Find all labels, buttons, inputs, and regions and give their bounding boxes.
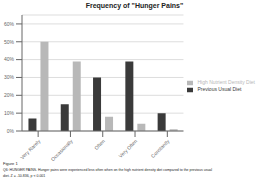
html-text:High Nutrient Density Diet: High Nutrient Density Diet — [197, 79, 255, 86]
svg-text:60%: 60% — [8, 21, 15, 27]
svg-text:30%: 30% — [8, 74, 15, 80]
svg-text:Constantly: Constantly — [150, 138, 171, 159]
svg-text:40%: 40% — [8, 56, 15, 62]
svg-text:Very Rarely: Very Rarely — [19, 138, 42, 161]
html-text:Previous Usual Diet: Previous Usual Diet — [197, 86, 242, 92]
svg-text:Often: Often — [93, 138, 106, 151]
svg-text:20%: 20% — [8, 92, 15, 98]
html-text:Q6: HUNGER PAINS. Hunger pains: Q6: HUNGER PAINS. Hunger pains were expe… — [3, 168, 213, 172]
html-text:Frequency of "Hunger Pains": Frequency of "Hunger Pains" — [85, 2, 184, 9]
html-text:diet. Z = -10.836, p < 0.001: diet. Z = -10.836, p < 0.001 — [3, 174, 46, 178]
svg-text:10%: 10% — [8, 110, 15, 116]
html-text:Figure 1: Figure 1 — [3, 161, 18, 166]
svg-text:Very Often: Very Often — [117, 138, 138, 159]
svg-text:50%: 50% — [8, 39, 15, 45]
svg-text:Occasionally: Occasionally — [49, 138, 74, 161]
svg-text:0%: 0% — [8, 128, 15, 134]
